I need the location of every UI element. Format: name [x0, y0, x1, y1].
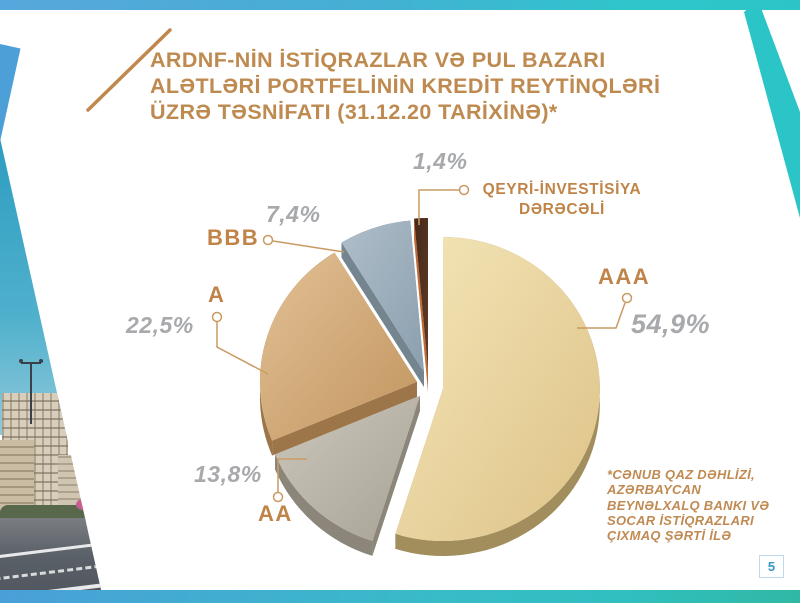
- slice-label-aaa: AAA: [598, 264, 651, 289]
- slice-value-a: 22,5%: [126, 312, 194, 338]
- photo-street-lamp: [30, 362, 32, 424]
- footnote-line: ÇIXMAQ ŞƏRTİ İLƏ: [607, 528, 732, 544]
- non-investment-line-1: QEYRİ-İNVESTİSİYA: [482, 181, 642, 198]
- page-title: ARDNF-NİN İSTİQRAZLAR VƏ PUL BAZARI ALƏT…: [150, 47, 730, 126]
- bottom-gradient-bar: [0, 590, 800, 603]
- footnote-line: AZƏRBAYCAN: [607, 482, 702, 498]
- page-number-badge: 5: [759, 555, 784, 578]
- slice-label-aa: AA: [258, 501, 293, 526]
- footnote: *CƏNUB QAZ DƏHLİZİ, AZƏRBAYCAN BEYNƏLXAL…: [607, 467, 800, 544]
- non-investment-line-2: DƏRƏCƏLİ: [519, 201, 605, 219]
- photo-street-lamp: [39, 359, 43, 363]
- footnote-line: *CƏNUB QAZ DƏHLİZİ,: [607, 467, 755, 482]
- footnote-line: BEYNƏLXALQ BANKI VƏ: [607, 497, 770, 513]
- slice-label-non-investment: QEYRİ-İNVESTİSİYA DƏRƏCƏLİ: [474, 180, 650, 220]
- title-line-3: ÜZRƏ TƏSNİFATI (31.12.20 TARİXİNƏ)*: [150, 100, 558, 125]
- title-line-2: ALƏTLƏRİ PORTFELİNİN KREDİT REYTİNQLƏRİ: [150, 74, 661, 99]
- footnote-line: SOCAR İSTİQRAZLARI: [607, 512, 754, 528]
- slice-label-bbb: BBB: [207, 225, 260, 250]
- slice-value-aa: 13,8%: [194, 461, 262, 487]
- slice-value-non-investment: 1,4%: [413, 148, 468, 174]
- slice-value-aaa: 54,9%: [631, 309, 711, 339]
- photo-street-lamp: [21, 362, 41, 364]
- slice-value-bbb: 7,4%: [266, 201, 321, 227]
- slice-label-a: A: [208, 282, 226, 307]
- photo-street-lamp: [19, 359, 23, 363]
- top-gradient-bar: [0, 0, 800, 10]
- title-line-1: ARDNF-NİN İSTİQRAZLAR VƏ PUL BAZARI: [150, 48, 606, 72]
